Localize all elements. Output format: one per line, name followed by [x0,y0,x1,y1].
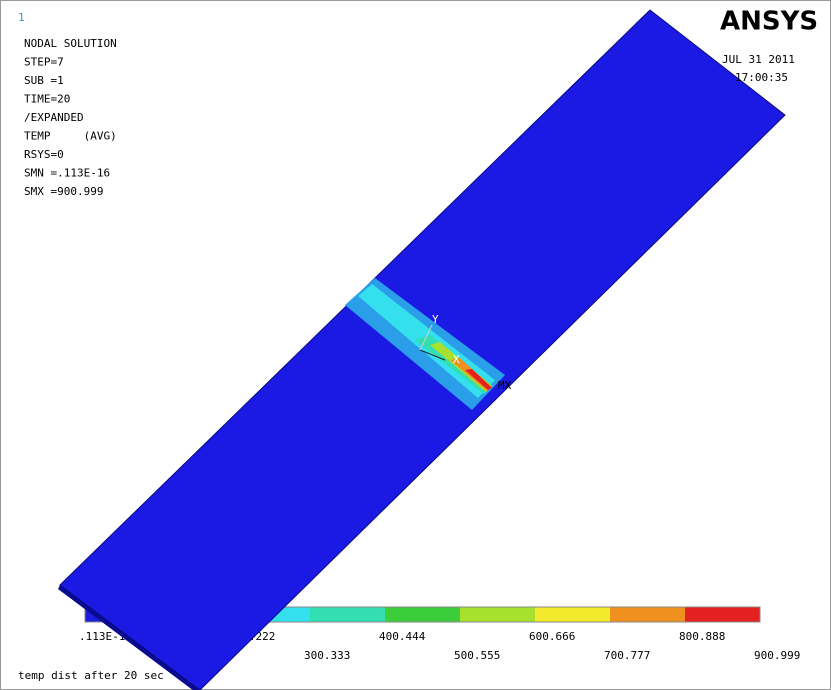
info-line: SMN =.113E-16 [24,167,110,180]
legend-label: 800.888 [679,630,725,643]
plot-title: temp dist after 20 sec [18,669,164,682]
axis-label: Y [432,313,439,326]
info-line: TEMP (AVG) [24,130,117,143]
info-line: NODAL SOLUTION [24,37,117,50]
legend-band [535,607,610,622]
legend-label: 300.333 [304,649,350,662]
axis-label: MX [498,379,512,392]
legend-label: 900.999 [754,649,800,662]
logo: ANSYS [720,7,818,37]
legend-label: 500.555 [454,649,500,662]
plot-number: 1 [18,11,25,24]
page: .113E-16100.111200.222300.333400.444500.… [0,0,831,690]
legend-band [385,607,460,622]
info-line: TIME=20 [24,93,70,106]
legend-label: 400.444 [379,630,426,643]
legend-band [610,607,685,622]
info-line: STEP=7 [24,56,64,69]
info-line: /EXPANDED [24,111,84,124]
info-line: SMX =900.999 [24,185,103,198]
date: JUL 31 2011 [722,53,795,66]
legend-band [310,607,385,622]
legend-band [460,607,535,622]
axis-label: X [453,353,460,366]
legend-band [685,607,760,622]
ansys-window: .113E-16100.111200.222300.333400.444500.… [0,0,831,690]
time: 17:00:35 [735,71,788,84]
legend-label: 600.666 [529,630,575,643]
info-line: SUB =1 [24,74,64,87]
legend-label: 700.777 [604,649,650,662]
info-line: RSYS=0 [24,148,64,161]
